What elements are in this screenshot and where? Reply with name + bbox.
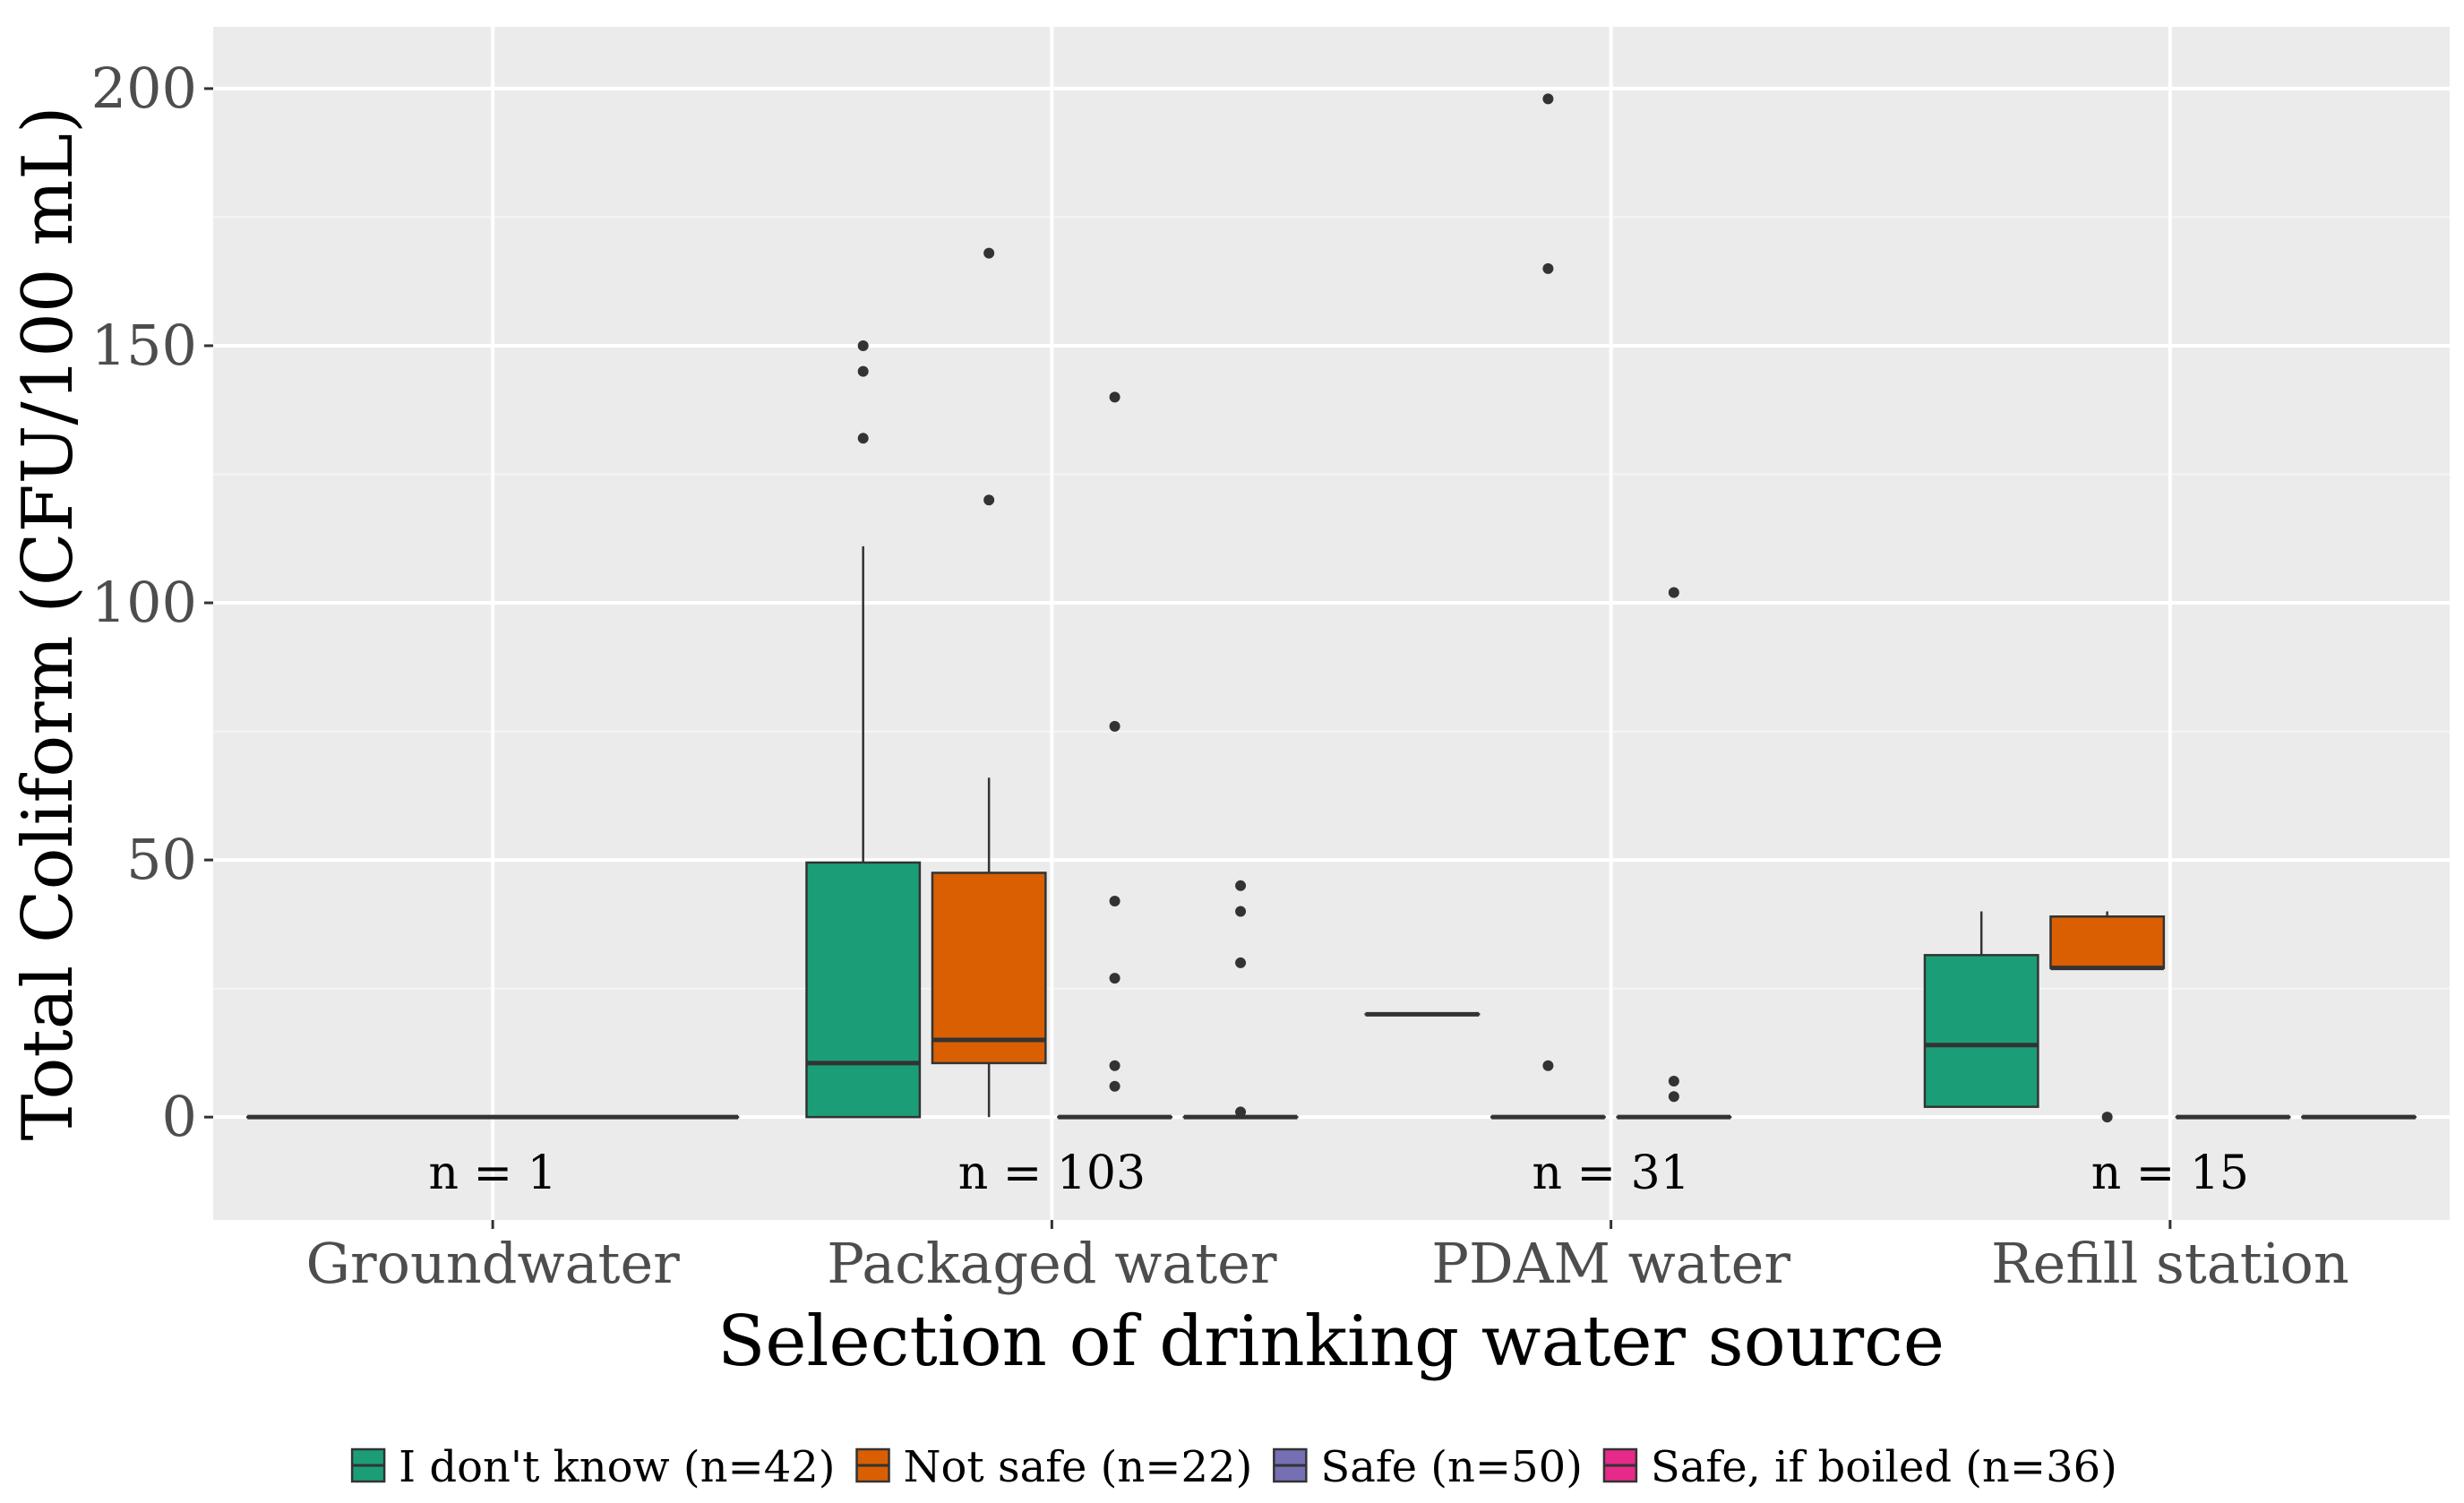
grid-minor — [213, 216, 2450, 990]
y-tick-label: 50 — [126, 827, 197, 892]
box-iqr — [805, 861, 922, 1119]
y-axis-title: Total Coliform (CFU/100 mL) — [8, 106, 89, 1140]
legend-key — [350, 1447, 386, 1483]
grid-major — [213, 27, 2450, 1220]
box-group — [1057, 391, 1173, 1120]
outlier-point — [857, 339, 869, 351]
n-labels-layer: n = 1 n = 103 n = 31 n = 15 — [429, 1147, 2250, 1200]
n-label: n = 1 — [429, 1147, 557, 1200]
legend-item: Safe (n=50) — [1273, 1442, 1583, 1492]
legend-item: I don't know (n=42) — [350, 1442, 836, 1492]
box-group — [1616, 587, 1732, 1120]
legend-label: Safe (n=50) — [1320, 1442, 1583, 1492]
box-group — [2049, 911, 2166, 1123]
x-axis-title: Selection of drinking water source — [717, 1301, 1945, 1382]
outlier-point — [857, 433, 869, 444]
legend-item: Not safe (n=22) — [855, 1442, 1253, 1492]
outlier-point — [1109, 720, 1120, 732]
legend: I don't know (n=42) Not safe (n=22) Safe (… — [350, 1442, 2117, 1492]
x-axis: Groundwater Packaged water PDAM water Refil… — [305, 1220, 2349, 1296]
legend-label: Safe, if boiled (n=36) — [1651, 1442, 2117, 1492]
n-label: n = 15 — [2091, 1147, 2249, 1200]
outlier-point — [2101, 1112, 2113, 1123]
outlier-point — [1235, 1106, 1247, 1118]
legend-label: Not safe (n=22) — [904, 1442, 1253, 1492]
n-label: n = 31 — [1532, 1147, 1689, 1200]
outlier-point — [1109, 391, 1120, 403]
boxes-layer — [245, 93, 2417, 1123]
outlier-point — [1542, 262, 1554, 274]
outlier-point — [1668, 1075, 1679, 1086]
legend-item: Safe, if boiled (n=36) — [1602, 1442, 2117, 1492]
outlier-point — [1109, 1060, 1120, 1071]
outlier-point — [1109, 973, 1120, 984]
box-iqr — [1923, 954, 2039, 1108]
y-tick-label: 150 — [91, 313, 197, 378]
box-iqr — [2049, 915, 2166, 969]
box-iqr — [931, 872, 1047, 1065]
y-tick-label: 100 — [91, 570, 197, 635]
y-tick-label: 200 — [91, 56, 197, 121]
outlier-point — [1668, 587, 1679, 598]
box-group — [1923, 911, 2039, 1108]
outlier-point — [1235, 957, 1247, 968]
legend-key — [855, 1447, 890, 1483]
y-tick-label: 0 — [162, 1084, 197, 1149]
box-group — [1490, 93, 1606, 1120]
x-tick-label: PDAM water — [1431, 1231, 1790, 1296]
legend-key — [1602, 1447, 1638, 1483]
legend-label: I don't know (n=42) — [399, 1442, 835, 1492]
x-tick-label: Refill station — [1991, 1231, 2349, 1296]
outlier-point — [1542, 93, 1554, 105]
outlier-point — [1109, 1080, 1120, 1092]
outlier-point — [1109, 896, 1120, 907]
legend-key — [1273, 1447, 1308, 1483]
box-group — [931, 247, 1047, 1118]
outlier-point — [1668, 1091, 1679, 1103]
outlier-point — [1542, 1060, 1554, 1071]
plot-panel — [213, 27, 2450, 1220]
outlier-point — [1235, 880, 1247, 891]
n-label: n = 103 — [958, 1147, 1146, 1200]
outlier-point — [983, 494, 995, 506]
outlier-point — [1235, 906, 1247, 917]
box-group — [1182, 880, 1299, 1120]
x-tick-label: Groundwater — [305, 1231, 680, 1296]
x-tick-label: Packaged water — [827, 1231, 1277, 1296]
outlier-point — [983, 247, 995, 259]
y-axis: 0 50 100 150 200 — [91, 56, 213, 1149]
box-group — [805, 339, 922, 1119]
outlier-point — [857, 365, 869, 377]
